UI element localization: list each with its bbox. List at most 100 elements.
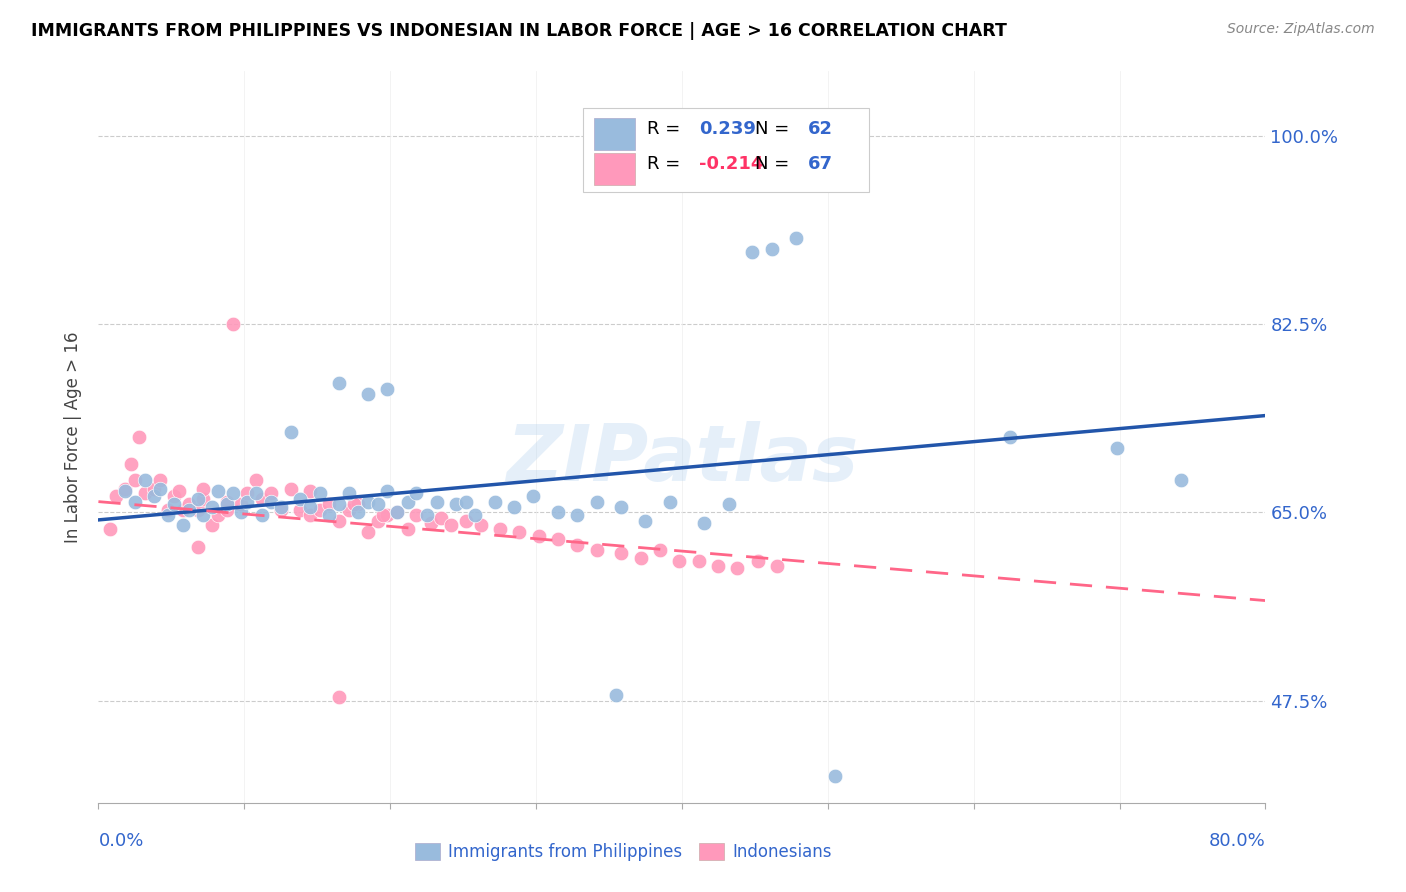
Point: [270, 503, 292, 517]
Point: [357, 387, 380, 401]
Text: ZIPatlas: ZIPatlas: [506, 421, 858, 497]
Point: [347, 505, 370, 519]
Point: [717, 497, 740, 511]
Point: [207, 508, 229, 522]
Point: [288, 503, 311, 517]
Point: [104, 489, 127, 503]
Point: [270, 500, 292, 514]
Point: [172, 503, 194, 517]
Point: [765, 559, 787, 574]
Text: Source: ZipAtlas.com: Source: ZipAtlas.com: [1227, 22, 1375, 37]
Point: [415, 508, 437, 522]
Point: [454, 494, 477, 508]
Point: [172, 518, 194, 533]
Point: [309, 503, 332, 517]
Point: [201, 500, 224, 514]
Point: [245, 486, 267, 500]
Point: [328, 514, 350, 528]
Point: [124, 494, 146, 508]
Point: [375, 483, 398, 498]
Point: [124, 473, 146, 487]
Point: [259, 494, 281, 508]
Point: [134, 486, 156, 500]
Point: [157, 503, 180, 517]
Point: [318, 497, 340, 511]
Point: [387, 505, 409, 519]
Point: [668, 554, 690, 568]
Point: [337, 503, 360, 517]
Point: [142, 489, 165, 503]
Text: N =: N =: [755, 120, 796, 138]
Text: 80.0%: 80.0%: [1209, 832, 1265, 850]
Point: [648, 543, 671, 558]
Point: [371, 508, 394, 522]
Point: [231, 505, 253, 519]
Point: [503, 500, 526, 514]
Point: [142, 482, 165, 496]
Point: [426, 494, 449, 508]
Point: [998, 430, 1021, 444]
Point: [630, 550, 652, 565]
Point: [187, 503, 209, 517]
Point: [659, 494, 682, 508]
Point: [298, 508, 321, 522]
Point: [343, 497, 366, 511]
Point: [725, 561, 748, 575]
Text: 0.0%: 0.0%: [98, 832, 143, 850]
Point: [221, 317, 243, 331]
Point: [367, 497, 389, 511]
Text: N =: N =: [755, 155, 796, 173]
Point: [280, 482, 302, 496]
Point: [440, 518, 463, 533]
Point: [609, 546, 631, 560]
Point: [693, 516, 716, 530]
Point: [120, 457, 142, 471]
Point: [236, 486, 259, 500]
FancyBboxPatch shape: [595, 153, 636, 185]
Point: [609, 500, 631, 514]
Point: [309, 486, 332, 500]
Point: [387, 505, 409, 519]
Point: [688, 554, 710, 568]
Point: [405, 486, 427, 500]
Point: [221, 486, 243, 500]
Point: [163, 497, 186, 511]
Point: [215, 494, 238, 508]
Point: [741, 245, 763, 260]
Point: [215, 503, 238, 517]
Point: [527, 529, 550, 543]
Point: [367, 514, 389, 528]
Text: R =: R =: [647, 155, 686, 173]
Y-axis label: In Labor Force | Age > 16: In Labor Force | Age > 16: [65, 331, 83, 543]
Point: [298, 500, 321, 514]
Point: [470, 518, 492, 533]
Point: [231, 497, 253, 511]
Point: [357, 494, 380, 508]
Point: [761, 242, 783, 256]
Point: [288, 492, 311, 507]
Point: [163, 489, 186, 503]
Point: [747, 554, 769, 568]
Point: [547, 505, 569, 519]
Point: [634, 514, 657, 528]
Point: [245, 473, 267, 487]
Point: [565, 538, 588, 552]
Point: [328, 376, 350, 391]
Point: [250, 492, 273, 507]
Text: IMMIGRANTS FROM PHILIPPINES VS INDONESIAN IN LABOR FORCE | AGE > 16 CORRELATION : IMMIGRANTS FROM PHILIPPINES VS INDONESIA…: [31, 22, 1007, 40]
Point: [177, 497, 200, 511]
Point: [114, 483, 136, 498]
Point: [1170, 473, 1192, 487]
Point: [586, 494, 609, 508]
Point: [522, 489, 544, 503]
Point: [187, 492, 209, 507]
Legend: Immigrants from Philippines, Indonesians: Immigrants from Philippines, Indonesians: [408, 836, 839, 868]
Point: [508, 524, 530, 539]
Point: [454, 514, 477, 528]
Point: [1105, 441, 1128, 455]
Point: [488, 521, 510, 535]
Text: 67: 67: [808, 155, 832, 173]
Point: [114, 482, 136, 496]
Point: [484, 494, 506, 508]
Point: [318, 508, 340, 522]
